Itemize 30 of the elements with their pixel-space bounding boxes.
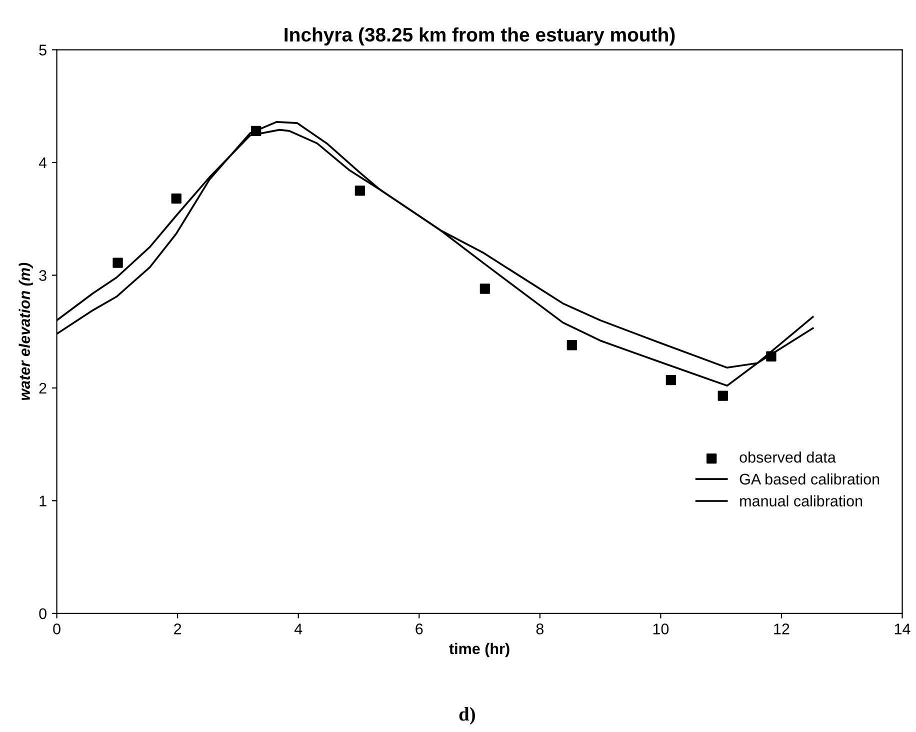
point: [250, 126, 262, 136]
point: [171, 193, 182, 204]
point: [666, 374, 676, 386]
legend-label: manual calibration: [740, 495, 862, 506]
chart-title: Inchyra (38.25 km from the estuary mouth): [284, 27, 675, 46]
x-tick-label: 8: [536, 624, 544, 634]
point: [566, 340, 578, 350]
x-tick-label: 4: [294, 624, 302, 634]
y-tick-label: 2: [39, 382, 46, 394]
y-tick-label: 0: [39, 608, 46, 620]
x-tick-label: 2: [174, 624, 182, 634]
x-tick-label: 10: [653, 624, 669, 634]
y-tick-label: 3: [39, 270, 46, 281]
point: [480, 284, 490, 294]
legend-label: GA based calibration: [740, 473, 880, 485]
x-axis-title: time (hr): [449, 642, 510, 658]
point: [112, 258, 123, 268]
point: [354, 186, 366, 196]
x-tick-label: 12: [774, 624, 790, 634]
x-tick-label: 14: [894, 624, 910, 634]
legend-label: observed data: [740, 451, 836, 463]
y-axis-title: water elevation (m): [18, 262, 34, 400]
x-tick-label: 6: [416, 624, 423, 634]
y-tick-label: 4: [38, 158, 47, 168]
y-tick-label: 5: [39, 44, 46, 56]
point: [766, 351, 776, 362]
x-tick-label: 0: [53, 624, 60, 634]
y-tick-label: 1: [40, 496, 46, 506]
text: d): [459, 707, 475, 725]
point: [718, 390, 728, 401]
